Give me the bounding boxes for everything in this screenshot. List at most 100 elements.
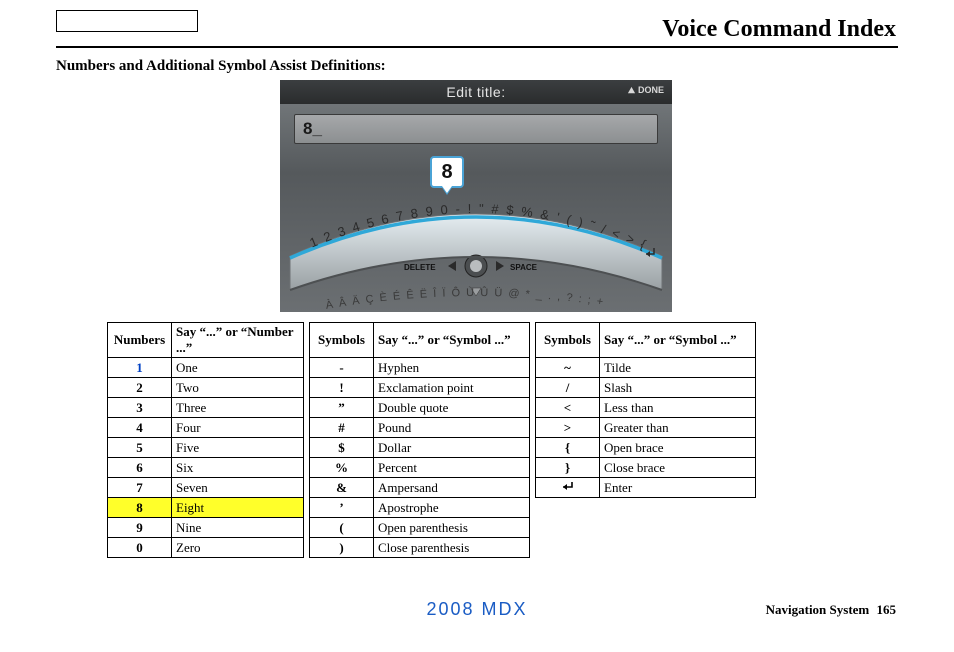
cell-symbol-2: { [536, 438, 600, 458]
done-button[interactable]: DONE [627, 85, 664, 95]
table-header-row: Numbers Say “...” or “Number ...” Symbol… [108, 323, 756, 358]
nav-screen-titlebar: Edit title: DONE [280, 80, 672, 104]
cell-number-word: Three [172, 398, 304, 418]
cell-symbol: % [310, 458, 374, 478]
empty [600, 518, 756, 538]
cell-symbol: # [310, 418, 374, 438]
cell-number-word: Nine [172, 518, 304, 538]
footer-nav: Navigation System 165 [766, 602, 896, 618]
nav-screen: Edit title: DONE 8_ 8 [280, 80, 672, 312]
cell-symbol-word: Double quote [374, 398, 530, 418]
cell-number-word: Six [172, 458, 304, 478]
space-label: SPACE [510, 263, 538, 272]
table-row: 7Seven&Ampersand Enter [108, 478, 756, 498]
title-input[interactable]: 8_ [294, 114, 658, 144]
number-link[interactable]: 1 [136, 360, 143, 375]
cell-number: 5 [108, 438, 172, 458]
cell-number: 1 [108, 358, 172, 378]
cell-number-word: Four [172, 418, 304, 438]
alt-characters: À Â Ä Ç È É Ê Ë Î Ï Ô Ù Û Ü @ * _ . , ? … [325, 286, 606, 312]
cell-symbol-word-2: Slash [600, 378, 756, 398]
cell-symbol-word-2: Less than [600, 398, 756, 418]
th-symbols-say-2: Say “...” or “Symbol ...” [600, 323, 756, 358]
cell-symbol-2 [536, 478, 600, 498]
cell-symbol-2: / [536, 378, 600, 398]
nav-screen-title: Edit title: [446, 84, 505, 100]
done-label: DONE [638, 85, 664, 95]
table-row: 5Five$Dollar{Open brace [108, 438, 756, 458]
empty [536, 518, 600, 538]
delete-label: DELETE [404, 263, 436, 272]
footer-page-number: 165 [877, 602, 897, 617]
empty [536, 498, 600, 518]
cell-number-word: One [172, 358, 304, 378]
table-row: 9Nine (Open parenthesis [108, 518, 756, 538]
char-callout: 8 [430, 156, 464, 188]
page-title: Voice Command Index [662, 16, 896, 43]
cell-symbol-2: ~ [536, 358, 600, 378]
cell-symbol-word-2: Enter [600, 478, 756, 498]
cell-symbol-2: < [536, 398, 600, 418]
cell-symbol-word: Percent [374, 458, 530, 478]
th-symbols-2: Symbols [536, 323, 600, 358]
cell-symbol-word: Close parenthesis [374, 538, 530, 558]
table-row: 4Four #Pound >Greater than [108, 418, 756, 438]
cell-symbol: - [310, 358, 374, 378]
cell-symbol-word-2: Greater than [600, 418, 756, 438]
cell-symbol-word: Apostrophe [374, 498, 530, 518]
cell-symbol-word: Hyphen [374, 358, 530, 378]
cell-symbol-2: > [536, 418, 600, 438]
char-callout-value: 8 [441, 161, 452, 184]
table-row: 6Six%Percent}Close brace [108, 458, 756, 478]
cell-symbol-word: Pound [374, 418, 530, 438]
cell-number-word: Zero [172, 538, 304, 558]
cell-symbol-word: Exclamation point [374, 378, 530, 398]
cell-number: 9 [108, 518, 172, 538]
table-row: 1 One-Hyphen ~Tilde [108, 358, 756, 378]
footer-nav-label: Navigation System [766, 602, 870, 617]
table-row: 8Eight ’Apostrophe [108, 498, 756, 518]
cell-symbol: ) [310, 538, 374, 558]
table-row: 2Two!Exclamation point/Slash [108, 378, 756, 398]
section-subtitle: Numbers and Additional Symbol Assist Def… [56, 58, 386, 75]
cell-number: 7 [108, 478, 172, 498]
cell-number: 6 [108, 458, 172, 478]
empty [600, 498, 756, 518]
cell-symbol-2: } [536, 458, 600, 478]
page: Voice Command Index Numbers and Addition… [0, 0, 954, 652]
header-rule [56, 46, 898, 48]
cell-number-word: Seven [172, 478, 304, 498]
cell-symbol: ! [310, 378, 374, 398]
cell-number: 3 [108, 398, 172, 418]
title-input-value: 8_ [303, 119, 322, 139]
cell-symbol-word: Open parenthesis [374, 518, 530, 538]
th-symbols-say-1: Say “...” or “Symbol ...” [374, 323, 530, 358]
cell-symbol-word-2: Close brace [600, 458, 756, 478]
cell-symbol: ( [310, 518, 374, 538]
cell-number-word: Two [172, 378, 304, 398]
done-triangle-icon [627, 86, 636, 95]
cell-symbol: ’ [310, 498, 374, 518]
cell-symbol-word: Dollar [374, 438, 530, 458]
table-row: 3Three ”Double quote <Less than [108, 398, 756, 418]
th-numbers: Numbers [108, 323, 172, 358]
definitions-table: Numbers Say “...” or “Number ...” Symbol… [107, 322, 847, 558]
th-numbers-say: Say “...” or “Number ...” [172, 323, 304, 358]
cell-symbol-word-2: Open brace [600, 438, 756, 458]
cell-symbol: $ [310, 438, 374, 458]
svg-text:À Â Ä Ç È É Ê Ë Î Ï Ô Ù Û Ü @: À Â Ä Ç È É Ê Ë Î Ï Ô Ù Û Ü @ * _ . , ? … [325, 286, 606, 312]
top-placeholder-box [56, 10, 198, 32]
cell-number: 4 [108, 418, 172, 438]
empty [600, 538, 756, 558]
cell-number: 0 [108, 538, 172, 558]
th-symbols-1: Symbols [310, 323, 374, 358]
cell-symbol-word-2: Tilde [600, 358, 756, 378]
cell-symbol: & [310, 478, 374, 498]
enter-icon [560, 480, 576, 492]
arc-keyboard[interactable]: 1 2 3 4 5 6 7 8 9 0 - ! " # $ % & ' ( ) … [280, 192, 672, 312]
cell-number: 8 [108, 498, 172, 518]
table-row: 0Zero)Close parenthesis [108, 538, 756, 558]
cell-symbol-word: Ampersand [374, 478, 530, 498]
cell-symbol: ” [310, 398, 374, 418]
cell-number-word: Eight [172, 498, 304, 518]
